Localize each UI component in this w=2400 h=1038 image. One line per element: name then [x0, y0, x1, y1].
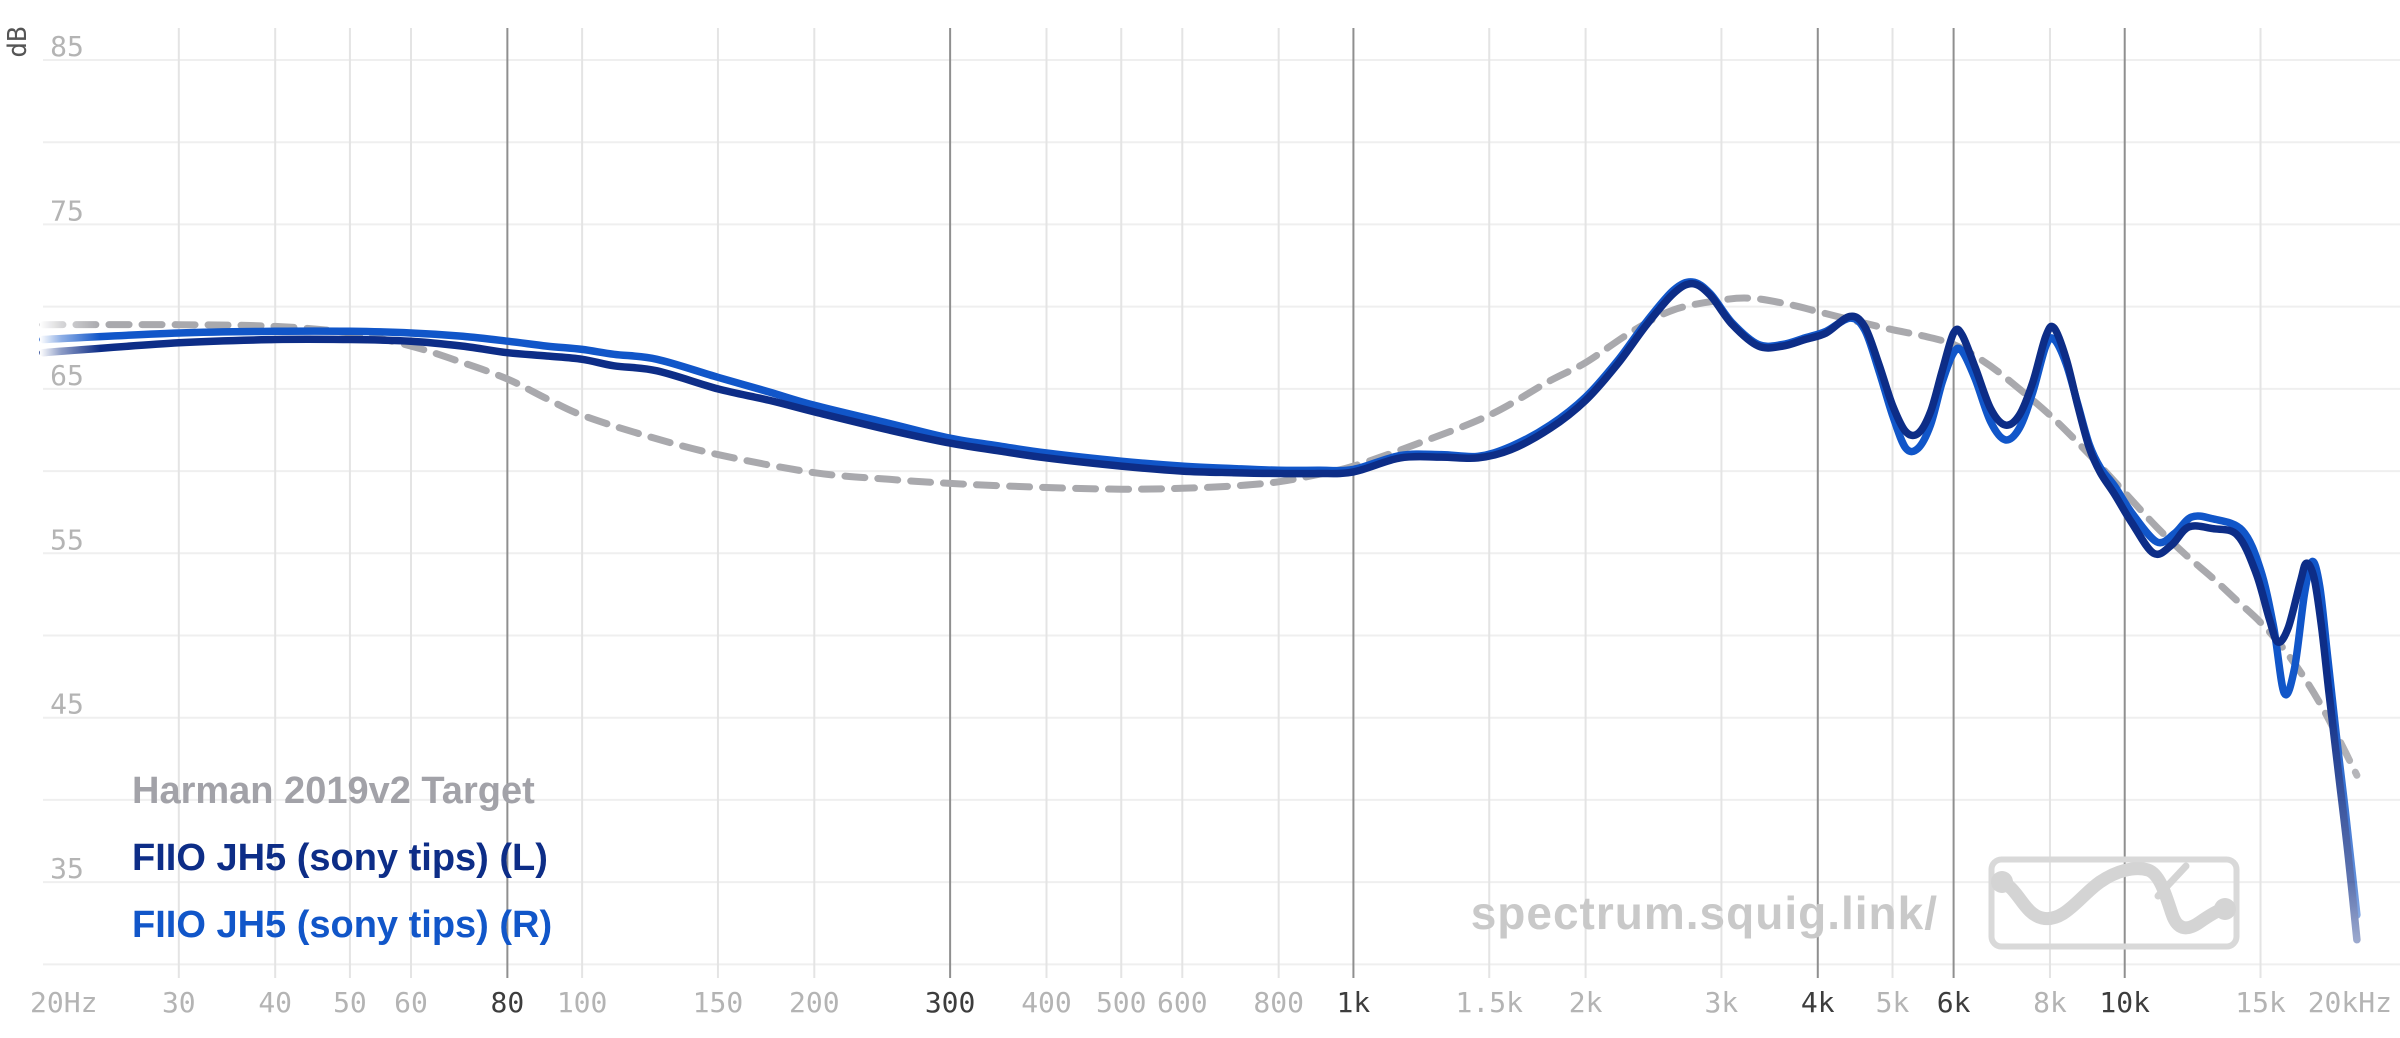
- curve-fiio-jh5-sony-tips-l-: [39, 279, 2361, 944]
- x-tick-80: 80: [491, 986, 525, 1019]
- x-tick-4k: 4k: [1801, 986, 1835, 1019]
- x-tick-1k: 1k: [1337, 986, 1371, 1019]
- squig-logo-icon: [1988, 856, 2240, 950]
- x-tick-60: 60: [394, 986, 428, 1019]
- y-tick-45: 45: [50, 688, 84, 721]
- axis-labels: dB 85 75 65 55 45 35 20Hz 30 40 50 60 80 100 150 200 300…: [3, 26, 2392, 1019]
- x-tick-3k: 3k: [1705, 986, 1739, 1019]
- x-tick-20hz: 20Hz: [30, 986, 97, 1019]
- x-tick-300: 300: [925, 986, 976, 1019]
- y-tick-65: 65: [50, 359, 84, 392]
- x-tick-500: 500: [1096, 986, 1147, 1019]
- x-tick-10k: 10k: [2099, 986, 2150, 1019]
- x-tick-200: 200: [789, 986, 840, 1019]
- legend-item-2: FIIO JH5 (sony tips) (R): [132, 904, 553, 946]
- y-tick-55: 55: [50, 523, 84, 556]
- x-tick-40: 40: [258, 986, 292, 1019]
- x-tick-150: 150: [693, 986, 744, 1019]
- x-tick-100: 100: [557, 986, 608, 1019]
- gridlines: [43, 28, 2400, 978]
- x-tick-20khz: 20kHz: [2308, 986, 2392, 1019]
- legend-item-0: Harman 2019v2 Target: [132, 770, 535, 812]
- y-tick-35: 35: [50, 852, 84, 885]
- squig-link-logo: [1988, 856, 2240, 950]
- x-tick-400: 400: [1021, 986, 1072, 1019]
- x-tick-30: 30: [162, 986, 196, 1019]
- curve-harman-2019v2-target: [39, 294, 2361, 779]
- y-axis-unit: dB: [3, 26, 33, 57]
- y-tick-85: 85: [50, 30, 84, 63]
- x-tick-2k: 2k: [1569, 986, 1603, 1019]
- x-tick-5k: 5k: [1876, 986, 1910, 1019]
- x-tick-15k: 15k: [2235, 986, 2286, 1019]
- y-tick-75: 75: [50, 194, 84, 227]
- x-tick-600: 600: [1157, 986, 1208, 1019]
- x-tick-1.5k: 1.5k: [1456, 986, 1524, 1019]
- x-tick-8k: 8k: [2033, 986, 2067, 1019]
- watermark-text: spectrum.squig.link/: [1470, 887, 1938, 939]
- fr-curves: [39, 278, 2361, 944]
- x-tick-800: 800: [1253, 986, 1304, 1019]
- x-tick-50: 50: [333, 986, 367, 1019]
- x-tick-6k: 6k: [1937, 986, 1971, 1019]
- legend-item-1: FIIO JH5 (sony tips) (L): [132, 837, 548, 879]
